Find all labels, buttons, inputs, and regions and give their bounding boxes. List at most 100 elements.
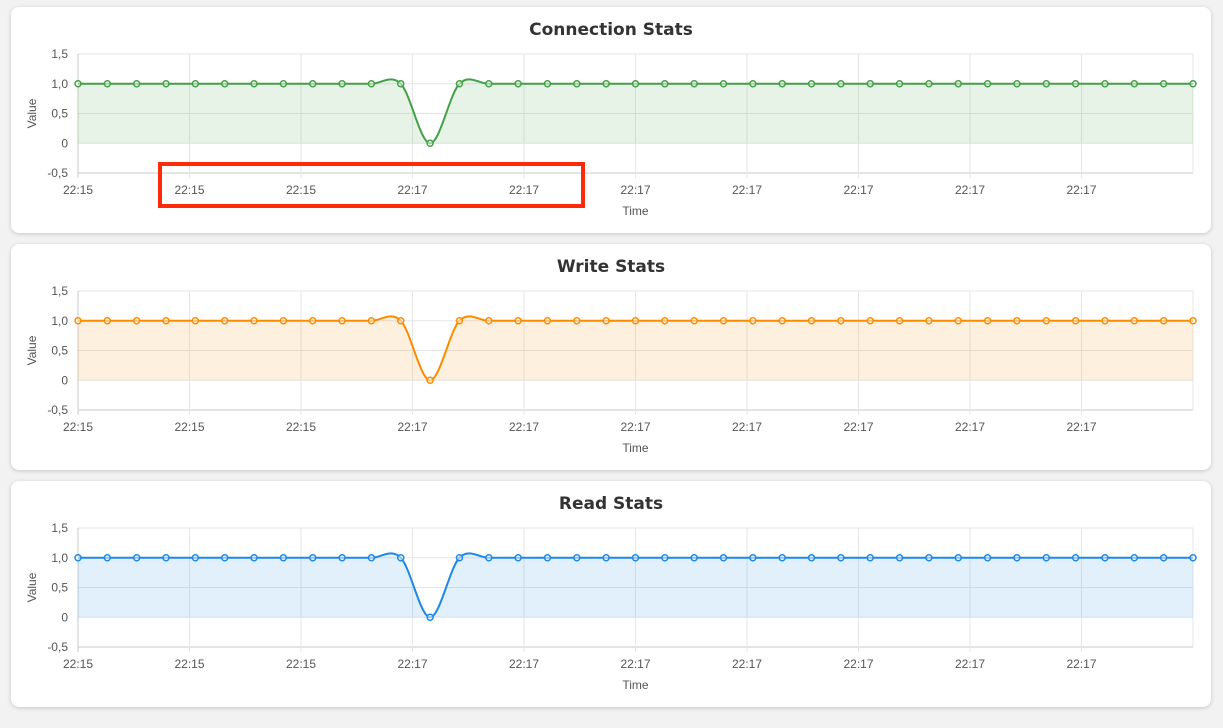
- write-stats-data-point: [1159, 317, 1168, 325]
- read-stats-data-point: [1189, 554, 1197, 562]
- connection-stats-card: Connection Stats 1,5 1,0 0,5 0 -0,5 22:15 22:15…: [11, 7, 1211, 233]
- read-stats-data-point: [631, 554, 640, 562]
- read-stats-data-point: [485, 554, 493, 562]
- y-tick-label: 1,5: [51, 47, 68, 61]
- write-stats-data-point: [103, 317, 112, 325]
- write-stats-data-point: [807, 317, 816, 325]
- x-axis-title: Time: [622, 441, 649, 455]
- connection-stats-chart: Connection Stats 1,5 1,0 0,5 0 -0,5 22:15 22:15…: [25, 20, 1197, 218]
- write-stats-data-point: [866, 317, 874, 325]
- connection-stats-data-point: [954, 80, 963, 88]
- connection-stats-data-point: [661, 80, 669, 88]
- write-stats-data-point: [426, 376, 434, 384]
- connection-stats-data-point: [837, 80, 845, 88]
- x-tick-label: 22:17: [955, 420, 985, 434]
- connection-stats-data-point: [455, 80, 464, 88]
- read-stats-data-point: [602, 554, 610, 562]
- x-axis-title: Time: [622, 204, 649, 218]
- connection-stats-data-point: [103, 80, 112, 88]
- write-stats-data-point: [925, 317, 933, 325]
- read-stats-data-point: [1101, 554, 1109, 562]
- y-tick-label: 1,5: [51, 521, 68, 535]
- read-stats-data-point: [279, 554, 288, 562]
- connection-stats-data-point: [1042, 80, 1051, 88]
- x-tick-label: 22:17: [732, 183, 762, 197]
- write-stats-data-point: [485, 317, 493, 325]
- connection-stats-data-point: [162, 80, 170, 88]
- connection-stats-data-point: [132, 80, 141, 88]
- connection-stats-data-point: [250, 80, 258, 88]
- write-stats-data-point: [1130, 317, 1139, 325]
- read-stats-data-point: [837, 554, 845, 562]
- write-stats-data-point: [778, 317, 786, 325]
- write-stats-data-point: [514, 317, 522, 325]
- read-stats-data-point: [1159, 554, 1168, 562]
- write-stats-data-point: [220, 317, 229, 325]
- write-stats-data-point: [543, 317, 552, 325]
- connection-stats-data-point: [983, 80, 992, 88]
- write-stats-data-point: [1189, 317, 1197, 325]
- x-tick-label: 22:17: [620, 657, 650, 671]
- read-stats-data-point: [749, 554, 757, 562]
- y-tick-label: 0: [61, 136, 68, 150]
- read-stats-data-point: [807, 554, 816, 562]
- read-stats-data-point: [250, 554, 258, 562]
- x-tick-label: 22:15: [286, 657, 316, 671]
- write-stats-card: Write Stats 1,5 1,0 0,5 0 -0,5 22:15 22:15 22:15…: [11, 244, 1211, 470]
- write-stats-data-point: [602, 317, 610, 325]
- x-tick-label: 22:17: [843, 420, 873, 434]
- write-stats-data-point: [74, 317, 82, 325]
- read-stats-data-point: [220, 554, 229, 562]
- read-stats-data-point: [690, 554, 698, 562]
- x-tick-label: 22:15: [63, 420, 93, 434]
- read-stats-data-point: [426, 613, 434, 621]
- write-stats-data-point: [1071, 317, 1080, 325]
- write-stats-data-point: [308, 317, 317, 325]
- connection-stats-data-point: [191, 80, 200, 88]
- x-tick-label: 22:17: [1066, 183, 1096, 197]
- x-tick-label: 22:17: [732, 657, 762, 671]
- connection-stats-data-point: [426, 139, 434, 147]
- x-tick-label: 22:17: [843, 183, 873, 197]
- x-tick-label: 22:15: [174, 183, 204, 197]
- connection-stats-data-point: [807, 80, 816, 88]
- write-stats-title: Write Stats: [557, 257, 665, 277]
- x-tick-label: 22:15: [174, 657, 204, 671]
- read-stats-data-point: [103, 554, 112, 562]
- read-stats-data-point: [573, 554, 581, 562]
- read-stats-data-point: [866, 554, 874, 562]
- read-stats-data-point: [543, 554, 552, 562]
- read-stats-data-point: [661, 554, 669, 562]
- write-stats-data-point: [367, 317, 376, 325]
- connection-stats-data-point: [690, 80, 698, 88]
- connection-stats-data-point: [866, 80, 874, 88]
- read-stats-data-point: [1071, 554, 1080, 562]
- read-stats-data-point: [719, 554, 728, 562]
- x-tick-label: 22:17: [509, 183, 539, 197]
- x-tick-label: 22:17: [397, 420, 427, 434]
- read-stats-data-point: [895, 554, 904, 562]
- x-tick-label: 22:17: [955, 183, 985, 197]
- y-tick-label: 1,0: [51, 551, 68, 565]
- connection-stats-data-point: [1130, 80, 1139, 88]
- write-stats-data-point: [132, 317, 141, 325]
- connection-stats-data-point: [778, 80, 786, 88]
- write-stats-data-point: [1013, 317, 1021, 325]
- y-tick-label: 0,5: [51, 344, 68, 358]
- write-stats-data-point: [690, 317, 698, 325]
- x-tick-label: 22:15: [174, 420, 204, 434]
- read-stats-data-point: [367, 554, 376, 562]
- write-stats-data-point: [719, 317, 728, 325]
- connection-stats-data-point: [1071, 80, 1080, 88]
- read-stats-data-point: [954, 554, 963, 562]
- connection-stats-data-point: [1013, 80, 1021, 88]
- x-tick-label: 22:17: [509, 657, 539, 671]
- x-tick-label: 22:17: [1066, 420, 1096, 434]
- connection-stats-data-point: [485, 80, 493, 88]
- connection-stats-data-point: [397, 80, 405, 88]
- connection-stats-area-fill: [78, 79, 1193, 144]
- y-tick-label: 0,5: [51, 581, 68, 595]
- connection-stats-data-point: [631, 80, 640, 88]
- read-stats-data-point: [1013, 554, 1021, 562]
- connection-stats-data-point: [895, 80, 904, 88]
